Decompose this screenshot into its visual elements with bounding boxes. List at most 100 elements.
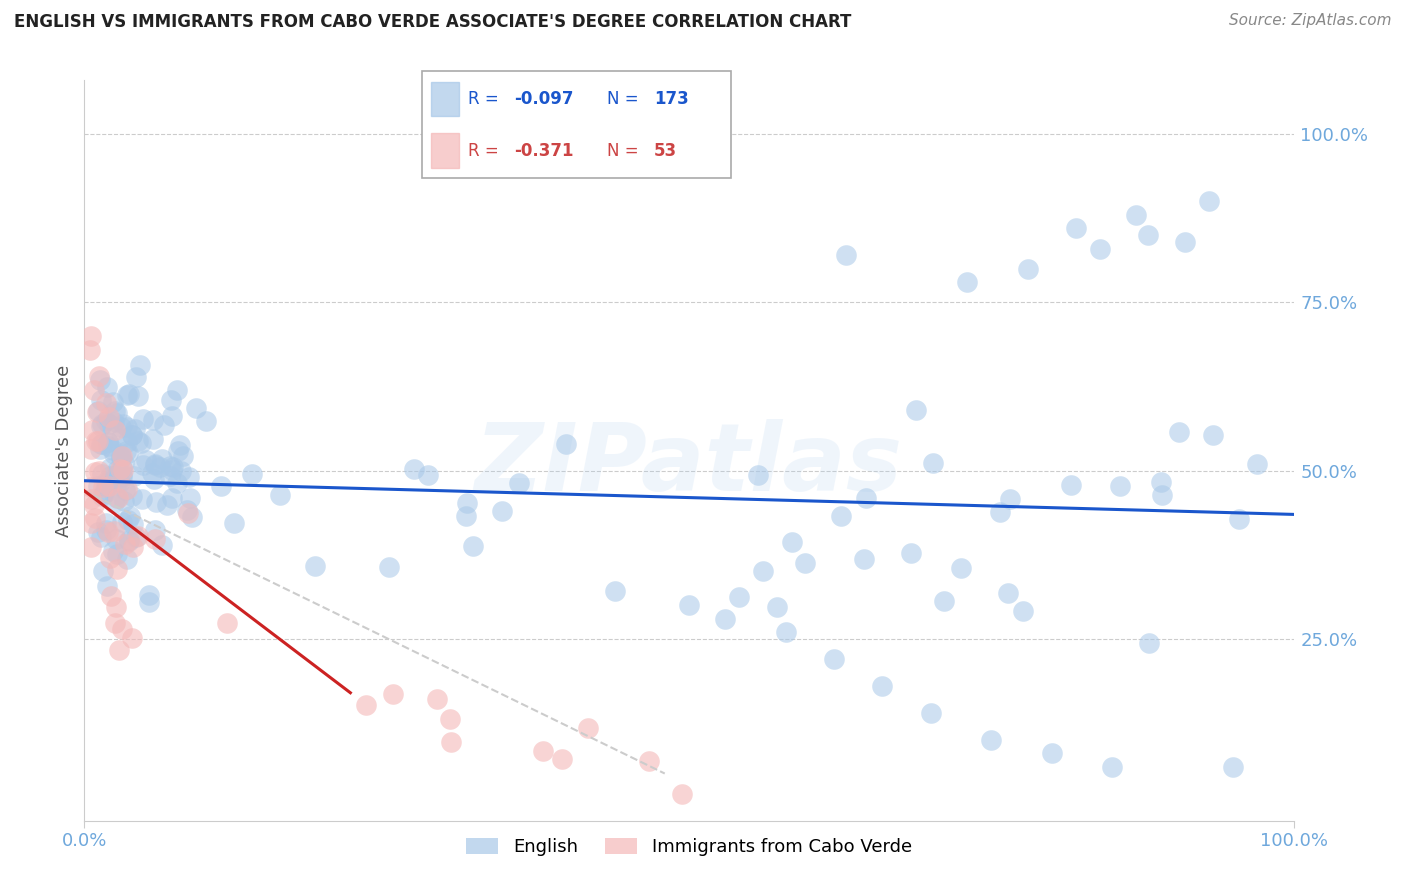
Point bbox=[751, 564, 773, 578]
Point bbox=[104, 615, 127, 630]
Point bbox=[150, 452, 173, 467]
Point bbox=[115, 435, 138, 450]
Point bbox=[118, 534, 141, 549]
Point bbox=[1109, 479, 1132, 493]
Point bbox=[86, 404, 108, 418]
Point bbox=[87, 479, 110, 493]
Point bbox=[166, 383, 188, 397]
Point bbox=[1168, 425, 1191, 439]
Point bbox=[90, 393, 112, 408]
Text: 173: 173 bbox=[654, 90, 689, 108]
Point bbox=[127, 389, 149, 403]
Point bbox=[91, 480, 114, 494]
Text: ZIPatlas: ZIPatlas bbox=[475, 419, 903, 511]
Point bbox=[125, 531, 148, 545]
Point bbox=[551, 752, 574, 766]
Point bbox=[104, 423, 127, 437]
Point bbox=[1246, 457, 1268, 471]
Point bbox=[87, 434, 110, 448]
Point bbox=[100, 460, 122, 475]
Point bbox=[176, 502, 198, 516]
Point bbox=[181, 510, 204, 524]
Point bbox=[104, 532, 127, 546]
Point bbox=[138, 588, 160, 602]
Point bbox=[1137, 228, 1160, 243]
Point bbox=[508, 475, 530, 490]
Point bbox=[80, 516, 103, 531]
Point bbox=[105, 599, 128, 614]
Point bbox=[98, 417, 121, 432]
Point bbox=[356, 698, 378, 712]
Point bbox=[920, 706, 942, 720]
Point bbox=[143, 457, 166, 471]
Point bbox=[900, 546, 922, 560]
Point bbox=[1137, 636, 1160, 650]
Point bbox=[1174, 235, 1197, 249]
Point bbox=[96, 379, 118, 393]
Point bbox=[118, 533, 141, 547]
Point bbox=[169, 464, 191, 478]
Text: R =: R = bbox=[468, 90, 505, 108]
Point bbox=[114, 537, 136, 551]
Y-axis label: Associate's Degree: Associate's Degree bbox=[55, 364, 73, 537]
Bar bbox=[432, 82, 458, 116]
Point bbox=[905, 403, 928, 417]
Point bbox=[142, 413, 165, 427]
Point bbox=[90, 530, 112, 544]
Point bbox=[554, 436, 576, 450]
Point bbox=[103, 496, 125, 510]
Point bbox=[115, 388, 138, 402]
Point bbox=[166, 444, 188, 458]
Point bbox=[638, 755, 661, 769]
Point bbox=[224, 516, 246, 530]
Point bbox=[96, 578, 118, 592]
Point bbox=[835, 248, 858, 262]
Point bbox=[1125, 208, 1147, 222]
Point bbox=[83, 383, 105, 397]
Point bbox=[269, 488, 291, 502]
Point bbox=[439, 712, 461, 726]
Point bbox=[162, 460, 184, 475]
Point bbox=[121, 489, 143, 503]
Point bbox=[94, 486, 117, 500]
Point bbox=[378, 560, 401, 574]
Point bbox=[107, 465, 129, 479]
Point bbox=[100, 590, 122, 604]
Point bbox=[159, 469, 181, 483]
Point bbox=[115, 444, 138, 458]
Point bbox=[105, 547, 128, 561]
Point bbox=[922, 456, 945, 470]
Point bbox=[145, 494, 167, 508]
Text: N =: N = bbox=[607, 142, 644, 160]
Point bbox=[1198, 194, 1220, 209]
Point bbox=[1012, 603, 1035, 617]
Point bbox=[209, 479, 232, 493]
Point bbox=[172, 450, 194, 464]
Point bbox=[87, 525, 110, 540]
Point bbox=[169, 438, 191, 452]
Point bbox=[121, 540, 143, 554]
Point bbox=[93, 484, 115, 499]
Text: 53: 53 bbox=[654, 142, 676, 160]
Point bbox=[142, 432, 165, 446]
Point bbox=[463, 539, 485, 553]
Point bbox=[1060, 478, 1083, 492]
Point bbox=[1149, 475, 1171, 489]
Point bbox=[1222, 760, 1244, 774]
Point bbox=[132, 412, 155, 426]
Point bbox=[143, 532, 166, 546]
Point bbox=[98, 479, 121, 493]
Point bbox=[105, 468, 128, 483]
Point bbox=[115, 551, 138, 566]
Point bbox=[678, 599, 700, 613]
Point bbox=[1040, 747, 1063, 761]
Point bbox=[108, 643, 131, 657]
Point bbox=[84, 466, 107, 480]
Point bbox=[780, 535, 803, 549]
Point bbox=[97, 435, 120, 450]
Point bbox=[830, 508, 852, 523]
Point bbox=[117, 513, 139, 527]
Point bbox=[112, 493, 135, 508]
Point bbox=[426, 692, 449, 706]
Point bbox=[97, 475, 120, 489]
